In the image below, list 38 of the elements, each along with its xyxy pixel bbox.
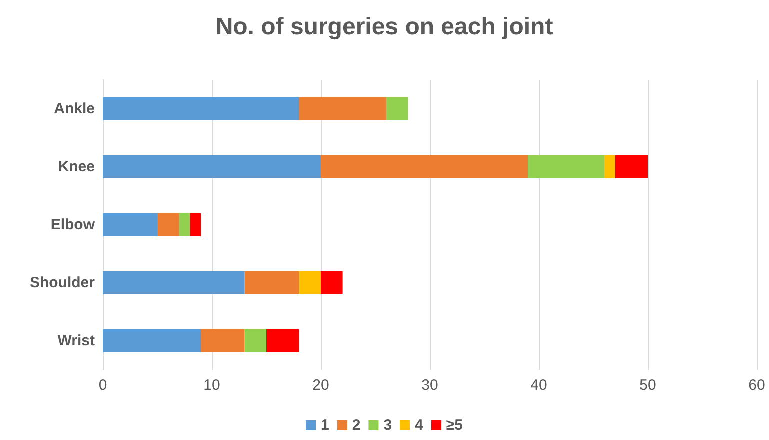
chart-title: No. of surgeries on each joint	[216, 14, 554, 40]
bar	[266, 330, 300, 352]
x-tick-label: 50	[640, 377, 656, 394]
bar	[201, 330, 245, 352]
y-tick-label: Wrist	[58, 332, 95, 350]
bar	[179, 214, 190, 236]
bar	[103, 156, 321, 178]
bar	[190, 214, 202, 236]
y-tick-label: Ankle	[54, 100, 95, 118]
x-tick-label: 20	[312, 377, 330, 394]
bar	[103, 98, 300, 120]
x-tick-label: 40	[530, 377, 548, 394]
bar	[244, 330, 266, 352]
bar	[299, 98, 386, 120]
bar	[244, 272, 300, 294]
legend-label: 4	[415, 417, 424, 434]
x-tick-label: 0	[98, 377, 108, 394]
bar	[158, 214, 180, 236]
x-tick-label: 60	[748, 377, 766, 394]
y-tick-label: Elbow	[50, 216, 96, 234]
bar	[103, 214, 158, 236]
legend-label: ≥5	[446, 417, 463, 434]
bar	[103, 272, 245, 294]
x-tick-label: 30	[422, 377, 438, 394]
legend-label: 1	[321, 417, 330, 434]
y-tick-label: Shoulder	[30, 274, 96, 292]
legend-label: 3	[384, 417, 392, 434]
x-tick-label: 10	[204, 377, 220, 394]
bar	[321, 156, 528, 178]
bar	[299, 272, 321, 294]
bar	[321, 272, 343, 294]
bar	[386, 98, 408, 120]
y-tick-label: Knee	[58, 158, 95, 176]
bar	[103, 330, 202, 352]
bar	[615, 156, 648, 178]
bar	[528, 156, 604, 178]
legend-label: 2	[352, 417, 361, 434]
bar	[604, 156, 616, 178]
